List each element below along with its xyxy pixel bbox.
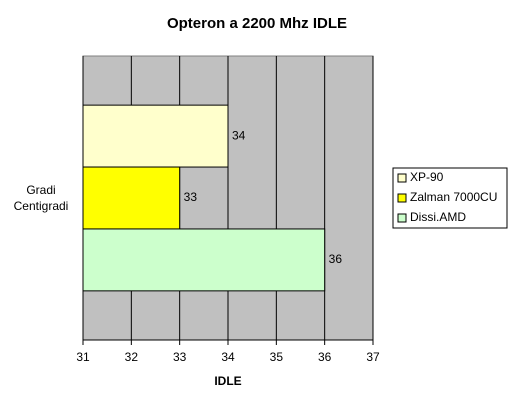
x-axis-label: IDLE — [214, 374, 241, 388]
x-tick-label: 31 — [76, 350, 90, 364]
x-tick-label: 33 — [173, 350, 187, 364]
bar — [82, 104, 229, 168]
legend-label: Dissi.AMD — [410, 210, 466, 224]
x-tick-label: 34 — [221, 350, 235, 364]
legend-box — [392, 167, 508, 229]
legend-label: XP-90 — [410, 170, 444, 184]
data-label: 34 — [232, 128, 246, 142]
x-tick-label: 36 — [318, 350, 332, 364]
data-label: 33 — [184, 190, 198, 204]
x-tick-label: 35 — [270, 350, 284, 364]
chart-title: Opteron a 2200 Mhz IDLE — [167, 15, 347, 32]
x-tick-label: 37 — [366, 350, 380, 364]
legend-label: Zalman 7000CU — [410, 190, 497, 204]
data-label: 36 — [329, 252, 343, 266]
x-tick-label: 32 — [125, 350, 139, 364]
legend-swatch — [397, 193, 407, 203]
legend-swatch — [397, 173, 407, 183]
bar — [82, 166, 181, 230]
y-tick-label: Gradi Centigradi — [13, 183, 69, 213]
legend-swatch — [397, 213, 407, 223]
bar — [82, 228, 326, 292]
